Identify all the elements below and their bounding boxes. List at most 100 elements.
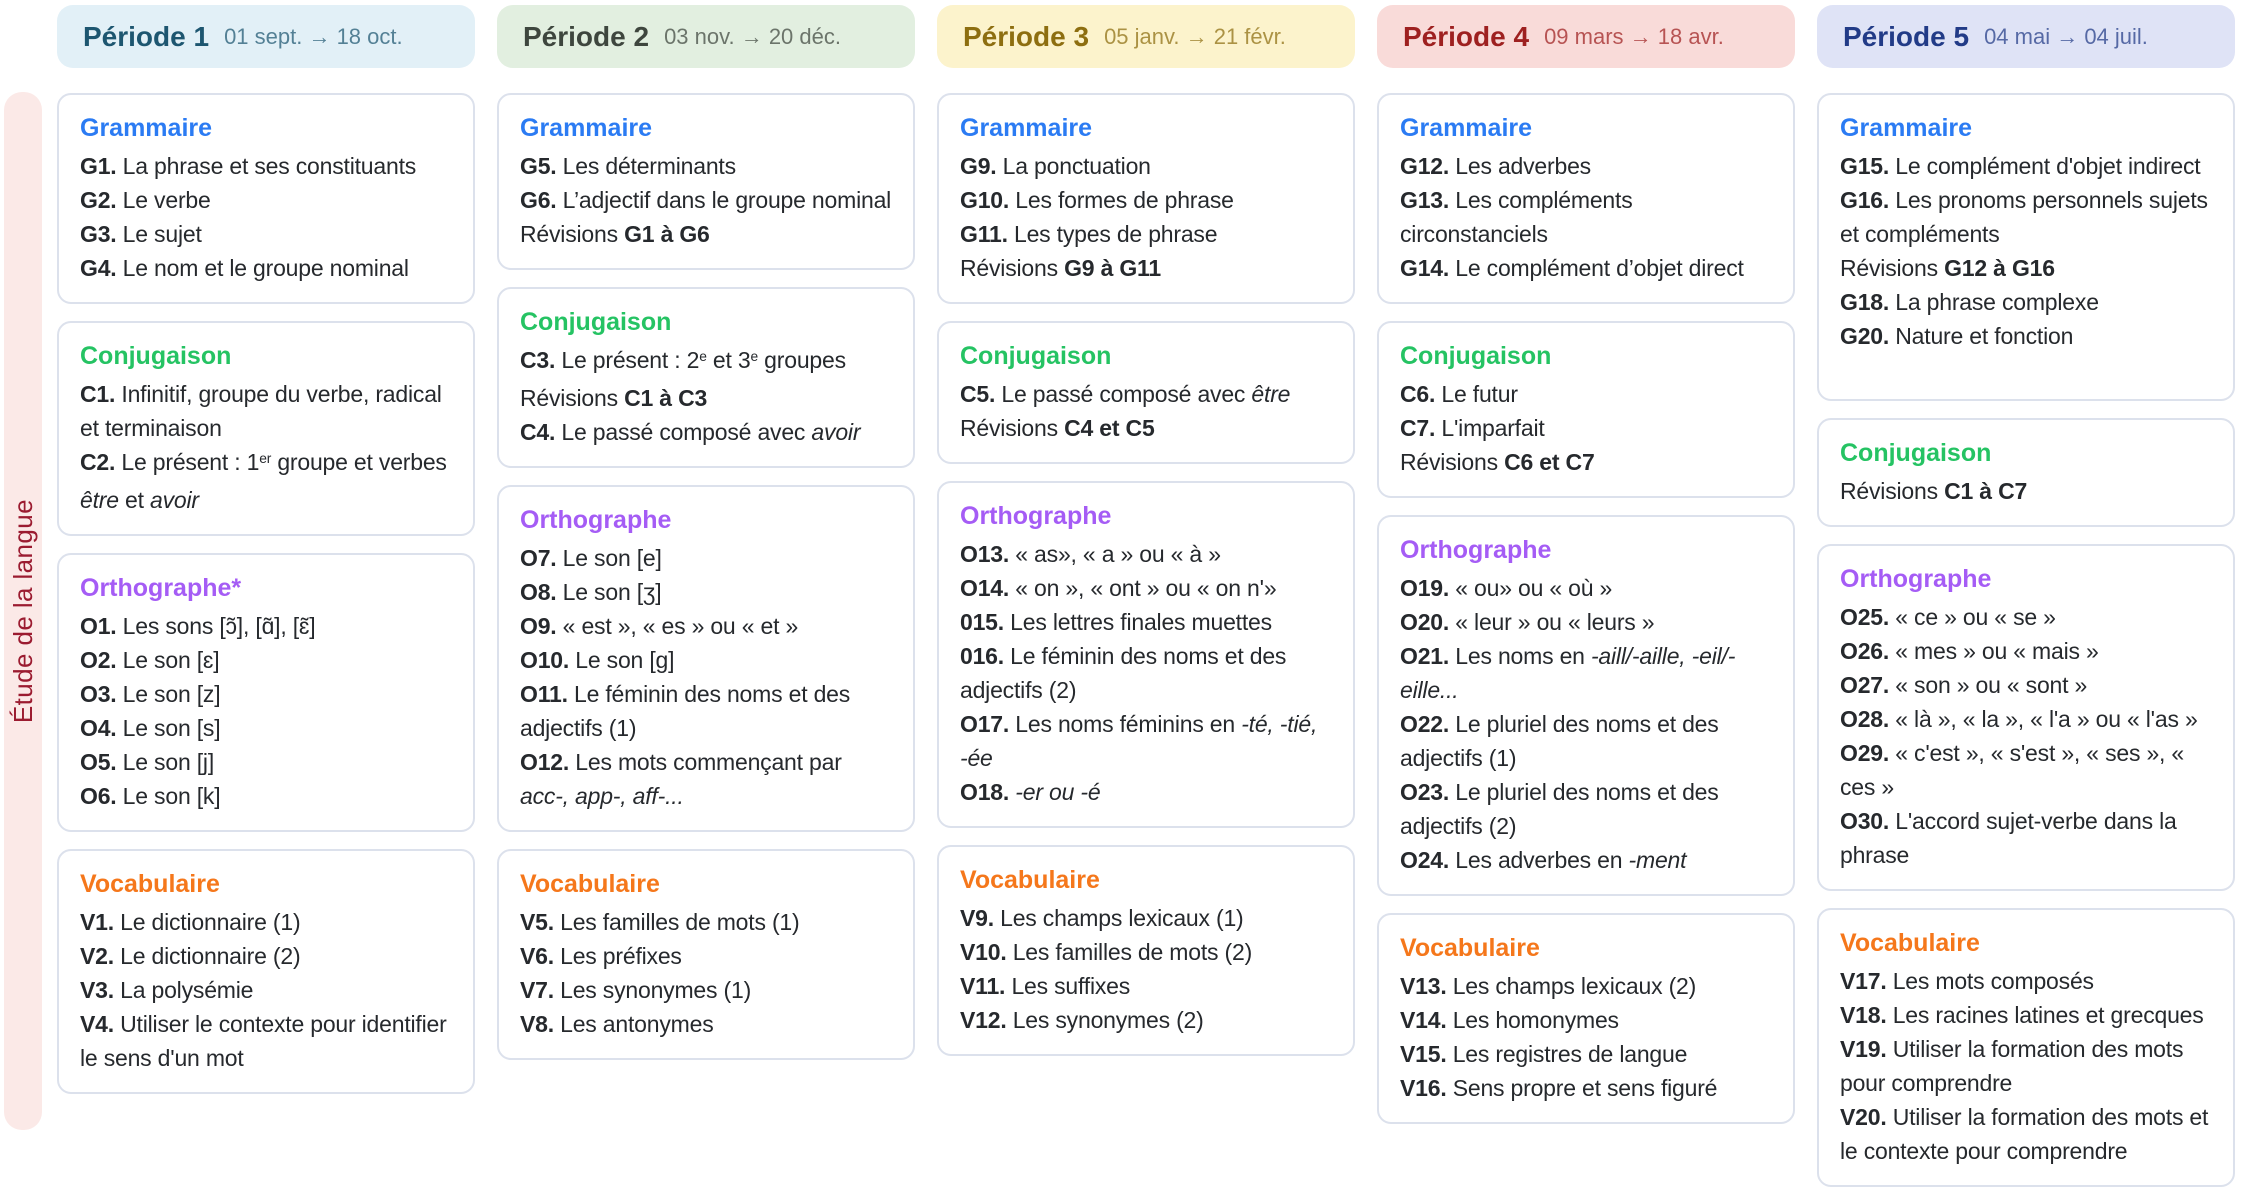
card-item: G5. Les déterminants [520,153,736,179]
card-item: O19. « ou» ou « où » [1400,575,1613,601]
period-column-1: Grammaire G1. La phrase et ses constituan… [57,93,475,1094]
period-name: Période 5 [1843,20,1970,52]
card-item: V4. Utiliser le contexte pour identifier… [80,1011,447,1071]
card-title: Vocabulaire [80,870,220,898]
card-item: O18. -er ou -é [960,779,1101,805]
card-item: C1. Infinitif, groupe du verbe, radical … [80,381,442,441]
card-title: Grammaire [960,114,1093,142]
card-title: Orthographe [520,506,672,534]
card-title: Conjugaison [1400,342,1552,370]
card-item: O11. Le féminin des noms et des adjectif… [520,681,851,741]
card-vocabulaire-p2: Vocabulaire V5. Les familles de mots (1) V… [497,849,915,1060]
card-item: C3. Le présent : 2e et 3e groupes [520,347,846,373]
card-item: O1. Les sons [ɔ̃], [ɑ̃], [ɛ̃] [80,613,316,639]
card-title: Orthographe [1400,536,1552,564]
card-item: O20. « leur » ou « leurs » [1400,609,1655,635]
card-item: V5. Les familles de mots (1) [520,909,800,935]
card-item: O9. « est », « es » ou « et » [520,613,799,639]
card-item: O26. « mes » ou « mais » [1840,638,2099,664]
card-grammaire-p4: Grammaire G12. Les adverbes G13. Les compl… [1377,93,1795,304]
card-title: Vocabulaire [1840,929,1980,957]
card-conjugaison-p2: Conjugaison C3. Le présent : 2e et 3e gro… [497,287,915,468]
card-item: G4. Le nom et le groupe nominal [80,255,409,281]
period-chip-5: Période 5 04 mai → 04 juil. [1817,5,2235,68]
card-item: V7. Les synonymes (1) [520,977,752,1003]
card-item: G9. La ponctuation [960,153,1151,179]
card-grammaire-p3: Grammaire G9. La ponctuation G10. Les form… [937,93,1355,304]
card-item: V13. Les champs lexicaux (2) [1400,973,1697,999]
period-dates: 04 mai → 04 juil. [1984,23,2148,49]
card-item: Révisions G12 à G16 [1840,255,2055,281]
card-item: V18. Les racines latines et grecques [1840,1002,2204,1028]
card-item: C7. L'imparfait [1400,415,1545,441]
card-item: C5. Le passé composé avec être [960,381,1291,407]
card-title: Vocabulaire [520,870,660,898]
card-item: 015. Les lettres finales muettes [960,609,1272,635]
card-item: C2. Le présent : 1er groupe et verbes êt… [80,449,447,513]
card-vocabulaire-p5: Vocabulaire V17. Les mots composés V18. Le… [1817,908,2235,1187]
card-item: G3. Le sujet [80,221,202,247]
card-item: V8. Les antonymes [520,1011,714,1037]
period-dates: 03 nov. → 20 déc. [664,23,841,49]
card-item: V16. Sens propre et sens figuré [1400,1075,1718,1101]
card-item: O17. Les noms féminins en -té, -tié, -ée [960,711,1318,771]
card-title: Conjugaison [520,308,672,336]
card-item: G14. Le complément d’objet direct [1400,255,1744,281]
card-item: O22. Le pluriel des noms et des adjectif… [1400,711,1719,771]
card-item: O4. Le son [s] [80,715,221,741]
card-item: O13. « as», « a » ou « à » [960,541,1221,567]
card-item: V19. Utiliser la formation des mots pour… [1840,1036,2184,1096]
subject-sidebar: Étude de la langue [4,92,42,1130]
card-item: G11. Les types de phrase [960,221,1218,247]
card-item: G2. Le verbe [80,187,211,213]
card-title: Grammaire [1400,114,1533,142]
card-title: Vocabulaire [1400,934,1540,962]
period-name: Période 4 [1403,20,1530,52]
period-header-row: Période 1 01 sept. → 18 oct. Période 2 03 n… [57,5,2235,68]
card-vocabulaire-p4: Vocabulaire V13. Les champs lexicaux (2) V… [1377,913,1795,1124]
period-name: Période 2 [523,20,650,52]
card-item: O10. Le son [g] [520,647,675,673]
card-item: Révisions G1 à G6 [520,221,710,247]
period-chip-4: Période 4 09 mars → 18 avr. [1377,5,1795,68]
card-conjugaison-p4: Conjugaison C6. Le futur C7. L'imparfait Ré… [1377,321,1795,498]
card-title: Conjugaison [1840,439,1992,467]
card-item: C4. Le passé composé avec avoir [520,419,861,445]
period-column-5: Grammaire G15. Le complément d'objet indi… [1817,93,2235,1187]
card-item: O3. Le son [z] [80,681,221,707]
card-item: O30. L'accord sujet-verbe dans la phrase [1840,808,2177,868]
card-item: G18. La phrase complexe [1840,289,2099,315]
card-item: O6. Le son [k] [80,783,221,809]
card-item: V2. Le dictionnaire (2) [80,943,301,969]
card-title: Orthographe* [80,574,242,602]
card-item: O27. « son » ou « sont » [1840,672,2088,698]
card-item: V6. Les préfixes [520,943,682,969]
card-item: Révisions C6 et C7 [1400,449,1595,475]
card-item: G16. Les pronoms personnels sujets et co… [1840,187,2208,247]
card-title: Orthographe [1840,565,1992,593]
card-item: G10. Les formes de phrase [960,187,1234,213]
period-column-2: Grammaire G5. Les déterminants G6. L’adjec… [497,93,915,1060]
card-conjugaison-p1: Conjugaison C1. Infinitif, groupe du verb… [57,321,475,536]
card-item: O14. « on », « ont » ou « on n'» [960,575,1277,601]
period-chip-2: Période 2 03 nov. → 20 déc. [497,5,915,68]
planning-board: Période 1 01 sept. → 18 oct. Période 2 03 n… [57,5,2235,1187]
card-grammaire-p2: Grammaire G5. Les déterminants G6. L’adjec… [497,93,915,270]
card-item: G1. La phrase et ses constituants [80,153,417,179]
card-orthographe-p3: Orthographe O13. « as», « a » ou « à » O14… [937,481,1355,828]
period-name: Période 1 [83,20,210,52]
card-orthographe-p1: Orthographe* O1. Les sons [ɔ̃], [ɑ̃], [ɛ̃… [57,553,475,832]
period-chip-3: Période 3 05 janv. → 21 févr. [937,5,1355,68]
card-item: V10. Les familles de mots (2) [960,939,1253,965]
card-item: G15. Le complément d'objet indirect [1840,153,2201,179]
card-item: Révisions G9 à G11 [960,255,1161,281]
card-item: C6. Le futur [1400,381,1518,407]
card-item: O25. « ce » ou « se » [1840,604,2056,630]
card-item: V17. Les mots composés [1840,968,2094,994]
card-item: Révisions C1 à C3 [520,385,708,411]
period-dates: 05 janv. → 21 févr. [1104,23,1286,49]
period-dates: 09 mars → 18 avr. [1544,23,1724,49]
card-title: Conjugaison [80,342,232,370]
card-item: O21. Les noms en -aill/-aille, -eil/-eil… [1400,643,1736,703]
card-item: V15. Les registres de langue [1400,1041,1688,1067]
